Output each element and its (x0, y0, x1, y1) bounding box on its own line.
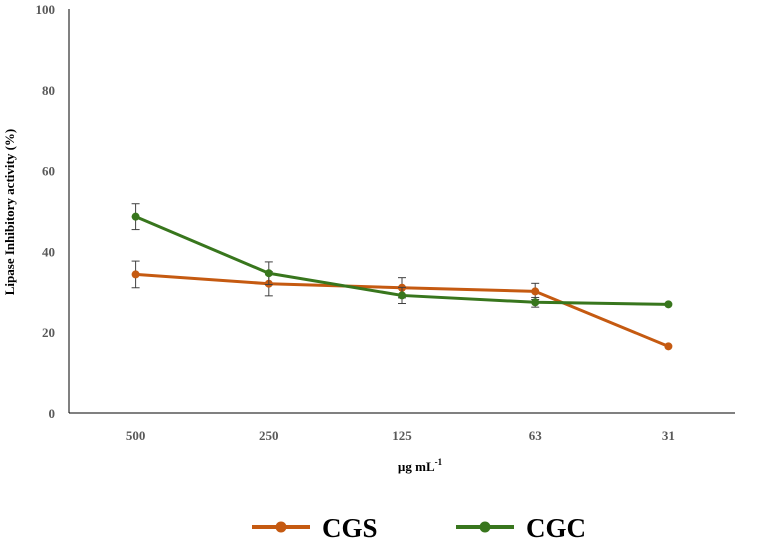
y-tick-label: 40 (42, 244, 55, 259)
data-point-cgs (131, 270, 140, 279)
legend-marker-cgc (479, 521, 491, 533)
legend: CGS CGC (252, 513, 586, 543)
data-point-cgc (531, 298, 540, 307)
data-point-cgs (664, 342, 673, 351)
x-axis: 500 250 125 63 31 (69, 412, 735, 443)
series-cgs (131, 260, 673, 351)
series-layer (131, 203, 673, 351)
y-tick-label: 60 (42, 164, 55, 179)
x-axis-title-text: µg mL (398, 459, 435, 474)
x-tick-label: 31 (662, 428, 675, 443)
data-point-cgc (398, 291, 406, 300)
x-tick-label: 250 (259, 428, 279, 443)
data-point-cgc (664, 300, 673, 309)
data-point-cgs (531, 287, 540, 296)
y-tick-label: 80 (42, 83, 55, 98)
legend-marker-cgs (275, 521, 287, 533)
legend-label-cgs: CGS (322, 513, 378, 543)
x-axis-title-superscript: -1 (435, 457, 443, 467)
y-axis-title: Lipase Inhibitory activity (%) (2, 129, 17, 295)
x-tick-label: 125 (392, 428, 412, 443)
legend-item-cgc: CGC (456, 513, 586, 543)
y-tick-label: 0 (49, 406, 56, 421)
data-point-cgc (264, 269, 273, 278)
series-cgc (131, 203, 673, 309)
y-tick-label: 20 (42, 325, 55, 340)
legend-label-cgc: CGC (526, 513, 586, 543)
legend-item-cgs: CGS (252, 513, 378, 543)
x-axis-title: µg mL-1 (398, 457, 443, 474)
x-tick-label: 63 (529, 428, 543, 443)
y-tick-label: 100 (36, 2, 56, 17)
y-axis: 0 20 40 60 80 100 (36, 2, 70, 421)
data-point-cgc (131, 212, 140, 221)
x-tick-label: 500 (126, 428, 146, 443)
